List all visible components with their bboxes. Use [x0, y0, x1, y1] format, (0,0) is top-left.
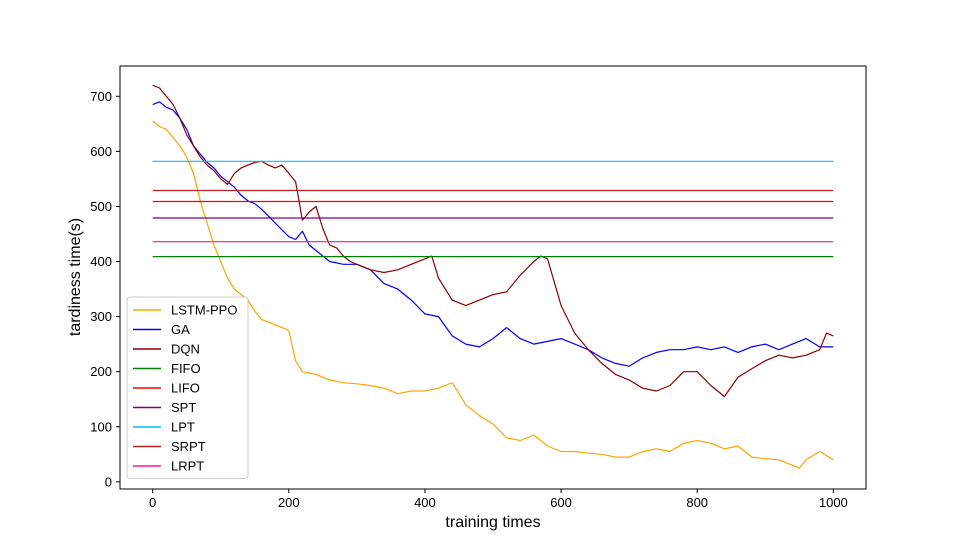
legend-box: [126, 296, 249, 479]
x-tick-label: 200: [278, 495, 300, 510]
x-axis-label: training times: [445, 514, 540, 531]
y-tick-label: 400: [90, 254, 112, 269]
y-tick-label: 700: [90, 89, 112, 104]
legend-label: LRPT: [171, 459, 204, 474]
y-tick-label: 100: [90, 419, 112, 434]
legend-label: GA: [171, 322, 190, 337]
series-lines: [152, 84, 834, 469]
legend-label: SRPT: [171, 439, 206, 454]
y-tick-label: 300: [90, 309, 112, 324]
x-tick-label: 1000: [819, 495, 848, 510]
series-line-dqn: [152, 84, 834, 398]
legend-label: DQN: [171, 342, 200, 357]
legend-label: LPT: [171, 420, 195, 435]
y-tick-label: 600: [90, 144, 112, 159]
series-line-lstm-ppo: [152, 120, 834, 469]
y-axis-ticks: 0 100 200 300 400 500 600 700: [90, 89, 120, 489]
series-line-ga: [152, 101, 834, 367]
y-tick-label: 500: [90, 199, 112, 214]
y-tick-label: 0: [105, 474, 112, 489]
legend-label: LSTM-PPO: [171, 303, 237, 318]
legend-label: LIFO: [171, 381, 200, 396]
legend-label: FIFO: [171, 361, 201, 376]
legend: LSTM-PPO GA DQN FIFO LIFO SPT LPT SRPT LRPT: [126, 296, 249, 479]
x-axis-ticks: 0 200 400 600 800 1000: [149, 489, 848, 510]
plot-frame: [119, 65, 867, 490]
x-tick-label: 600: [550, 495, 572, 510]
legend-label: SPT: [171, 400, 196, 415]
x-tick-label: 400: [414, 495, 436, 510]
x-tick-label: 0: [149, 495, 156, 510]
y-axis-label: tardiness time(s): [67, 218, 84, 336]
y-tick-label: 200: [90, 364, 112, 379]
x-tick-label: 800: [686, 495, 708, 510]
